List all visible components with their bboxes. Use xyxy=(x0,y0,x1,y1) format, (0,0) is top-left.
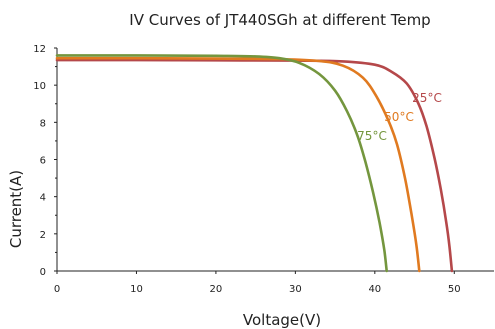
y-tick-label: 6 xyxy=(40,156,46,167)
x-tick-label: 0 xyxy=(54,284,60,295)
x-tick-label: 20 xyxy=(210,284,223,295)
series-labels: 25°C 50°C 75°C xyxy=(357,91,442,143)
series-line-75c xyxy=(55,54,388,273)
y-tick-label: 10 xyxy=(33,81,46,92)
y-tick-label: 12 xyxy=(33,44,46,55)
y-tick-label: 2 xyxy=(40,230,46,241)
x-tick-label: 50 xyxy=(448,284,461,295)
x-tick-label: 10 xyxy=(130,284,143,295)
series-label-50c: 50°C xyxy=(384,110,414,124)
series-label-75c: 75°C xyxy=(357,129,387,143)
y-tick-label: 0 xyxy=(40,267,46,278)
y-tick-label: 8 xyxy=(40,118,46,129)
series-lines xyxy=(55,54,454,273)
x-tick-label: 30 xyxy=(289,284,302,295)
series-line-25c xyxy=(55,58,454,273)
y-axis-label: Current(A) xyxy=(7,170,25,248)
chart-title: IV Curves of JT440SGh at different Temp xyxy=(129,11,430,29)
x-axis-label: Voltage(V) xyxy=(243,311,321,329)
series-line-50c xyxy=(55,56,421,273)
series-label-25c: 25°C xyxy=(412,91,442,105)
x-tick-label: 40 xyxy=(368,284,381,295)
y-tick-label: 4 xyxy=(40,193,46,204)
y-axis-title: Current(A) xyxy=(7,170,25,248)
axes xyxy=(54,47,494,274)
tick-labels: 0 2 4 6 8 10 12 0 10 20 30 40 50 xyxy=(33,44,460,295)
